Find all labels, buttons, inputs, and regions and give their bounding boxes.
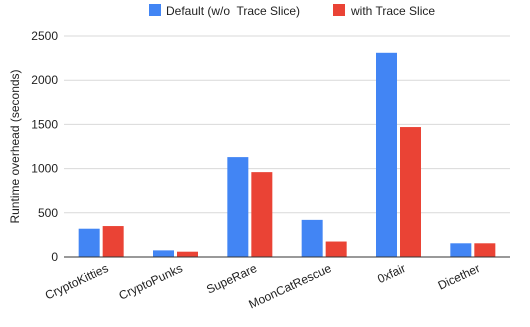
- y-tick-label: 2000: [31, 73, 58, 87]
- x-tick-label: MoonCatRescue: [247, 261, 334, 312]
- bar-cryptokitties-series-1: [78, 228, 100, 257]
- x-tick-label: 0xfair: [375, 261, 408, 286]
- legend-label-series-1: Default (w/o Trace Slice): [166, 4, 300, 18]
- x-tick-labels: CryptoKitties CryptoPunks SupeRareMoonCatR…: [43, 261, 482, 312]
- x-tick-label: CryptoKitties: [43, 261, 111, 302]
- bar-dicether-series-1: [450, 243, 472, 257]
- legend-swatch-series-1: [149, 4, 161, 16]
- bar-cryptokitties-series-2: [102, 226, 124, 257]
- x-tick-label: SupeRare: [204, 261, 259, 297]
- y-tick-labels: 0 500 1000 1500 2000 2500: [31, 29, 58, 264]
- bar-superare-series-2: [251, 172, 273, 257]
- bar-superare-series-1: [227, 157, 249, 257]
- legend: Default (w/o Trace Slice) with Trace Slic…: [149, 4, 435, 18]
- gridlines: [64, 35, 510, 214]
- y-tick-label: 1500: [31, 117, 58, 131]
- bar-cryptopunks-series-2: [177, 251, 198, 257]
- y-axis-title: Runtime overhead (seconds): [8, 69, 22, 223]
- y-tick-label: 500: [38, 206, 58, 220]
- y-tick-label: 2500: [31, 29, 58, 43]
- bars: [78, 52, 496, 257]
- bar-0xfair-series-1: [376, 52, 397, 257]
- bar-mooncatrescue-series-2: [325, 241, 347, 257]
- bar-mooncatrescue-series-1: [301, 219, 323, 257]
- x-tick-label: CryptoPunks: [117, 261, 185, 303]
- legend-swatch-series-2: [333, 4, 345, 16]
- y-tick-label: 1000: [31, 162, 58, 176]
- y-tick-label: 0: [51, 250, 58, 264]
- legend-label-series-2: with Trace Slice: [350, 4, 435, 18]
- bar-cryptopunks-series-1: [153, 250, 174, 257]
- bar-0xfair-series-2: [400, 127, 421, 257]
- x-tick-label: Dicether: [436, 261, 482, 293]
- bar-dicether-series-2: [474, 243, 496, 257]
